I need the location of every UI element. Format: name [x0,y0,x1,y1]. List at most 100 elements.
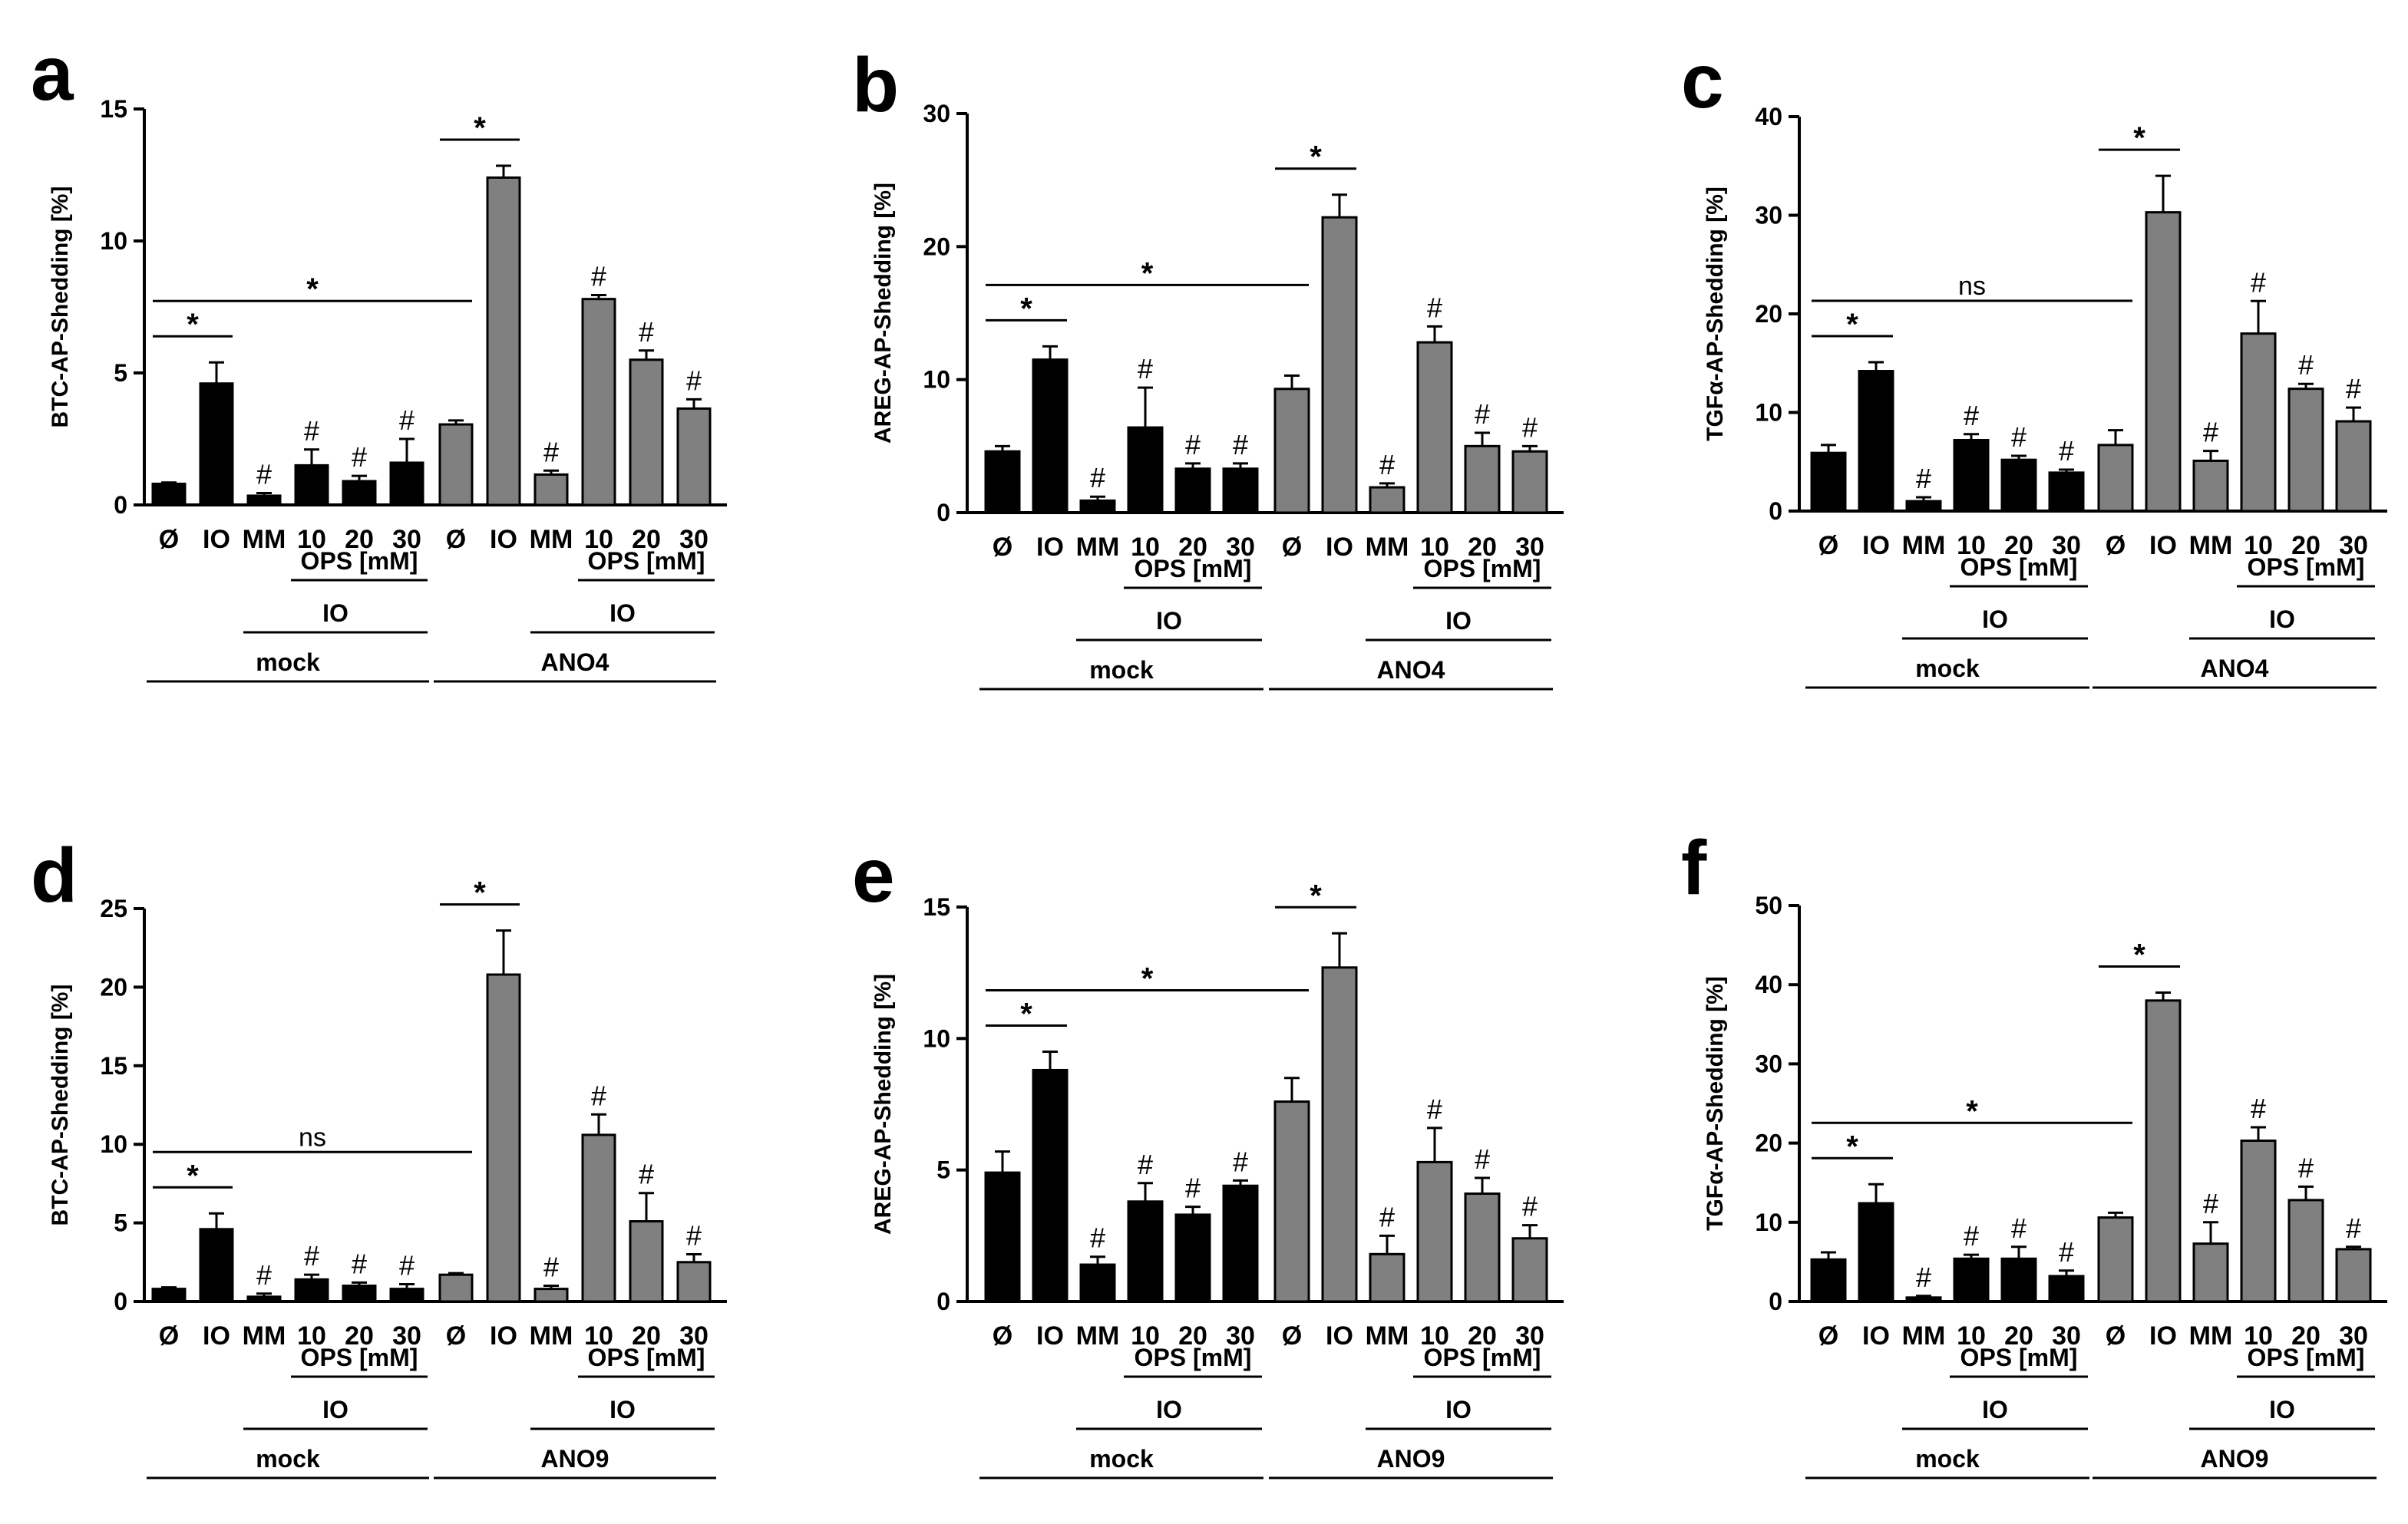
hash-marker: # [1138,353,1153,384]
x-tick-label: MM [1902,1321,1946,1351]
hash-marker: # [1233,429,1248,460]
bar [486,973,521,1303]
hash-marker: # [1964,1220,1979,1252]
y-tick-label: 30 [1755,1050,1782,1077]
x-tick-label: 30 [2052,1321,2081,1351]
x-tick-label: 30 [1226,533,1255,562]
x-tick-label: Ø [1282,1321,1302,1351]
y-tick-label: 50 [1755,892,1782,919]
panel-letter: a [31,31,74,117]
x-tick-label: MM [243,1321,286,1351]
bar [1127,1200,1164,1303]
y-tick-label: 40 [1755,103,1782,130]
hash-marker: # [1916,1262,1931,1293]
bar [1273,388,1310,514]
panel-f: f TGFα-AP-Shedding [%] 0 10 20 30 40 50 Ø IO # MM #1… [1681,825,2387,1479]
y-tick-label: 10 [100,227,127,255]
x-tick-label: IO [203,525,230,554]
x-tick-label: Ø [159,1321,179,1351]
bar [1079,499,1116,514]
y-tick-label: 10 [1755,1209,1782,1236]
bar [1079,1263,1116,1303]
bar [438,1273,474,1303]
bar [2335,420,2372,513]
ops-label: OPS [mM] [2248,1344,2365,1371]
x-tick-label: Ø [2106,531,2126,560]
x-tick-label: 10 [2244,531,2273,560]
bar [1464,444,1501,514]
sig-label: * [1846,308,1858,341]
bar [1222,467,1259,514]
bar [1464,1192,1501,1303]
hash-marker: # [399,1249,415,1281]
y-axis-label: AREG-AP-Shedding [%] [870,183,896,444]
hash-marker: # [1427,292,1442,323]
hash-marker: # [2298,349,2314,381]
y-axis-label: BTC-AP-Shedding [%] [48,186,73,428]
x-tick-label: 20 [2004,531,2033,560]
ops-label: OPS [mM] [1960,553,2078,581]
bar [246,1295,282,1303]
x-tick-label: 10 [297,525,326,554]
bar [984,1171,1021,1303]
y-tick-label: 0 [114,491,127,519]
x-tick-label: IO [490,1321,517,1351]
bar [1321,966,1358,1303]
panel-letter: c [1681,38,1724,124]
bar [2192,1242,2229,1303]
x-tick-label: MM [1076,1321,1120,1351]
bar [1369,486,1405,514]
y-tick-label: 30 [923,100,950,127]
bar [389,461,424,506]
bar [1905,500,1942,513]
x-tick-label: 30 [679,1321,709,1351]
bar [2048,1275,2085,1303]
sig-label: * [187,308,199,341]
panel-letter: e [852,833,895,919]
ops-label: OPS [mM] [301,547,418,575]
hash-marker: # [591,261,606,292]
bar [342,1285,377,1303]
x-tick-label: 20 [2291,1321,2320,1351]
y-axis-label: BTC-AP-Shedding [%] [48,985,73,1226]
io-label: IO [322,599,348,627]
bar [1511,1237,1548,1303]
hash-marker: # [543,1252,559,1283]
y-tick-label: 10 [923,1024,950,1052]
y-tick-label: 30 [1755,202,1782,229]
bar [1273,1100,1310,1303]
x-tick-label: IO [1862,531,1890,560]
bar [533,473,569,506]
bar [1032,358,1069,514]
bar [629,358,664,506]
ops-label: OPS [mM] [588,547,705,575]
hash-marker: # [2203,417,2218,448]
y-tick-label: 5 [936,1156,950,1184]
hash-marker: # [304,415,319,447]
hash-marker: # [2059,435,2074,467]
x-tick-label: Ø [446,525,466,554]
ops-label: OPS [mM] [1135,1344,1252,1371]
hash-marker: # [1475,1143,1490,1175]
sig-label: * [1310,140,1322,174]
hash-marker: # [686,365,702,396]
x-tick-label: 10 [297,1321,326,1351]
x-tick-label: Ø [1818,531,1838,560]
hash-marker: # [1233,1146,1248,1177]
io-label: IO [1156,607,1182,635]
x-tick-label: 30 [392,1321,421,1351]
hash-marker: # [686,1220,702,1252]
y-tick-label: 20 [923,233,950,260]
sig-label: * [1966,1094,1978,1128]
bar [1953,1257,1990,1303]
hash-marker: # [2203,1188,2218,1219]
x-tick-label: 30 [1226,1321,1255,1351]
panel-letter: d [31,833,78,919]
io-label: IO [2269,1396,2295,1423]
hash-marker: # [1522,411,1538,443]
hash-marker: # [591,1080,606,1111]
y-tick-label: 0 [1769,1288,1782,1315]
y-tick-label: 15 [923,893,950,921]
bar [629,1220,664,1303]
